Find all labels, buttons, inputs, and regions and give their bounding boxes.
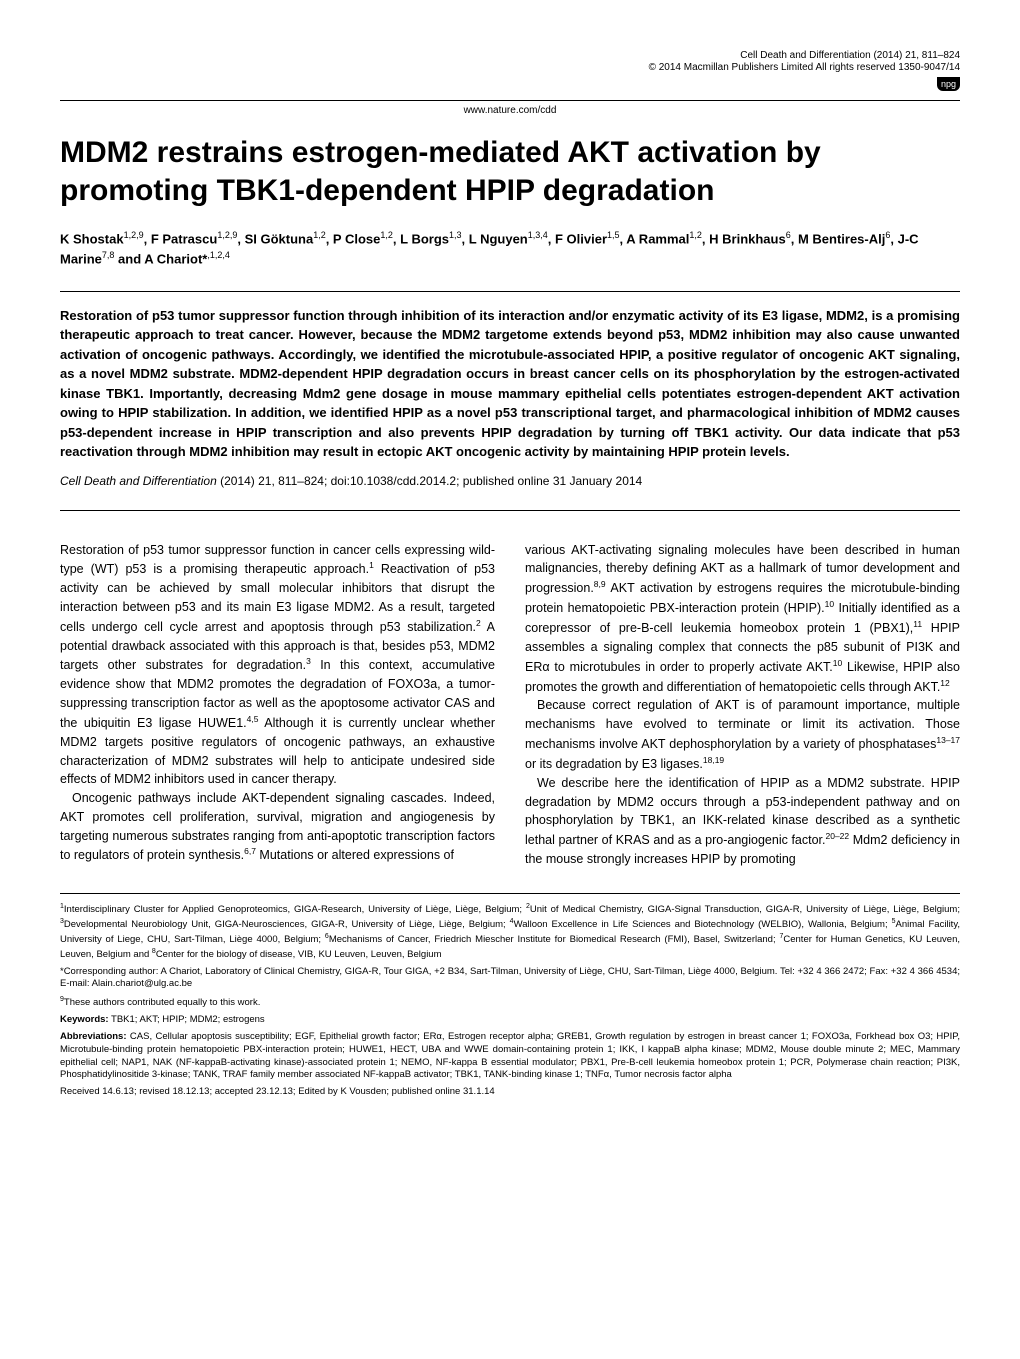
page-container: Cell Death and Differentiation (2014) 21… xyxy=(0,0,1020,1143)
affiliations: 1Interdisciplinary Cluster for Applied G… xyxy=(60,902,960,962)
abstract-divider-bottom xyxy=(60,510,960,511)
citation-line: Cell Death and Differentiation (2014) 21… xyxy=(60,474,960,488)
author-list: K Shostak1,2,9, F Patrascu1,2,9, SI Gökt… xyxy=(60,229,960,269)
abstract-divider-top xyxy=(60,291,960,292)
citation-journal: Cell Death and Differentiation xyxy=(60,474,217,488)
footer-divider xyxy=(60,893,960,894)
abstract: Restoration of p53 tumor suppressor func… xyxy=(60,306,960,462)
equal-contribution: 9These authors contributed equally to th… xyxy=(60,995,960,1010)
footnotes: 1Interdisciplinary Cluster for Applied G… xyxy=(60,902,960,1099)
keywords-value: TBK1; AKT; HPIP; MDM2; estrogens xyxy=(109,1014,265,1025)
journal-citation: Cell Death and Differentiation (2014) 21… xyxy=(649,50,960,61)
citation-rest: (2014) 21, 811–824; doi:10.1038/cdd.2014… xyxy=(217,474,642,488)
header-bar: Cell Death and Differentiation (2014) 21… xyxy=(60,50,960,92)
npg-badge: npg xyxy=(937,77,960,91)
column-right: various AKT-activating signaling molecul… xyxy=(525,541,960,869)
site-url: www.nature.com/cdd xyxy=(60,105,960,116)
article-title: MDM2 restrains estrogen-mediated AKT act… xyxy=(60,134,960,209)
body-paragraph: Oncogenic pathways include AKT-dependent… xyxy=(60,789,495,865)
keywords-line: Keywords: TBK1; AKT; HPIP; MDM2; estroge… xyxy=(60,1014,960,1027)
received-line: Received 14.6.13; revised 18.12.13; acce… xyxy=(60,1086,960,1099)
header-right: Cell Death and Differentiation (2014) 21… xyxy=(649,50,960,92)
body-columns: Restoration of p53 tumor suppressor func… xyxy=(60,541,960,869)
header-divider xyxy=(60,100,960,101)
column-left: Restoration of p53 tumor suppressor func… xyxy=(60,541,495,869)
corresponding-author: *Corresponding author: A Chariot, Labora… xyxy=(60,966,960,992)
body-paragraph: Restoration of p53 tumor suppressor func… xyxy=(60,541,495,789)
body-paragraph: Because correct regulation of AKT is of … xyxy=(525,696,960,773)
body-paragraph: We describe here the identification of H… xyxy=(525,774,960,869)
keywords-label: Keywords: xyxy=(60,1014,109,1025)
abbreviations-line: Abbreviations: CAS, Cellular apoptosis s… xyxy=(60,1031,960,1082)
body-paragraph: various AKT-activating signaling molecul… xyxy=(525,541,960,697)
abbreviations-value: CAS, Cellular apoptosis susceptibility; … xyxy=(60,1031,960,1080)
copyright-line: © 2014 Macmillan Publishers Limited All … xyxy=(649,62,960,73)
abbreviations-label: Abbreviations: xyxy=(60,1031,127,1042)
